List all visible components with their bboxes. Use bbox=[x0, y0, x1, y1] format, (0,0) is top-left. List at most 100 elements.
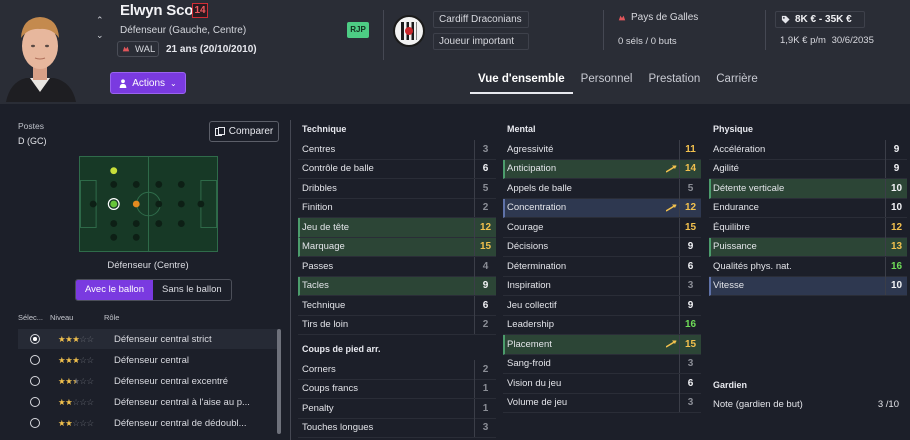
attribute-row[interactable]: Décisions 9 bbox=[503, 237, 701, 257]
wage: 1,9K € p/m bbox=[780, 35, 826, 46]
role-stars: ★★☆☆☆ bbox=[58, 417, 94, 428]
previous-player-arrow[interactable]: ⌃ bbox=[96, 15, 104, 25]
mental-title: Mental bbox=[507, 124, 536, 134]
attribute-name: Centres bbox=[302, 143, 336, 155]
attribute-row[interactable]: Vision du jeu 6 bbox=[503, 373, 701, 394]
role-radio[interactable] bbox=[30, 418, 40, 428]
attribute-row[interactable]: Centres 3 bbox=[298, 139, 496, 160]
attribute-row[interactable]: Contrôle de balle 6 bbox=[298, 159, 496, 179]
role-radio[interactable] bbox=[30, 376, 40, 386]
actions-button[interactable]: Actions ⌄ bbox=[110, 72, 186, 94]
attribute-row[interactable]: Volume de jeu 3 bbox=[503, 393, 701, 413]
role-radio[interactable] bbox=[30, 355, 40, 365]
toggle-out-of-possession[interactable]: Sans le ballon bbox=[161, 284, 222, 295]
attribute-value-box: 16 bbox=[679, 315, 701, 335]
position-dot-accomplished bbox=[110, 167, 118, 175]
attribute-row[interactable]: Détente verticale 10 bbox=[709, 178, 907, 199]
role-stars: ★★★☆☆ bbox=[58, 375, 94, 386]
role-row[interactable]: ★★☆☆☆ Défenseur central à l'aise au p... bbox=[18, 392, 278, 412]
attribute-value-box: 6 bbox=[474, 159, 496, 179]
header-level: Niveau bbox=[50, 313, 74, 322]
attribute-row[interactable]: Anticipation 14 bbox=[503, 159, 701, 179]
attribute-value-box: 2 bbox=[474, 315, 496, 335]
role-row[interactable]: ★★★☆☆ Défenseur central bbox=[18, 350, 278, 370]
attribute-row[interactable]: Courage 15 bbox=[503, 217, 701, 238]
attribute-name: Agressivité bbox=[507, 143, 554, 155]
tab-personal[interactable]: Personnel bbox=[580, 73, 633, 85]
attribute-row[interactable]: Corners 2 bbox=[298, 359, 496, 380]
tab-career[interactable]: Carrière bbox=[716, 73, 758, 85]
attribute-row[interactable]: Équilibre 12 bbox=[709, 217, 907, 238]
role-row[interactable]: ★★★☆☆ Défenseur central strict bbox=[18, 329, 278, 349]
club-logo-icon[interactable] bbox=[393, 15, 425, 47]
nation-link[interactable]: Pays de Galles bbox=[618, 12, 698, 23]
attribute-value-box: 1 bbox=[474, 398, 496, 418]
role-radio[interactable] bbox=[30, 334, 40, 344]
attribute-row[interactable]: Qualités phys. nat. 16 bbox=[709, 256, 907, 277]
attribute-row[interactable]: Finition 2 bbox=[298, 198, 496, 218]
attribute-name: Vitesse bbox=[713, 280, 744, 292]
attribute-value: 3 bbox=[687, 358, 694, 370]
attribute-row[interactable]: Marquage 15 bbox=[298, 237, 496, 257]
compare-icon bbox=[214, 126, 225, 136]
toggle-in-possession[interactable]: Avec le ballon bbox=[76, 280, 153, 300]
attribute-row[interactable]: Jeu de tête 12 bbox=[298, 217, 496, 238]
header-select: Sélec... bbox=[18, 313, 44, 322]
attribute-row[interactable]: Concentration 12 bbox=[503, 198, 701, 218]
player-age: 21 ans (20/10/2010) bbox=[166, 44, 257, 55]
attribute-row[interactable]: Agilité 9 bbox=[709, 159, 907, 179]
tab-overview[interactable]: Vue d'ensemble bbox=[470, 68, 573, 94]
compare-button[interactable]: Comparer bbox=[209, 121, 279, 142]
attribute-row[interactable]: Placement 15 bbox=[503, 334, 701, 355]
attribute-row[interactable]: Accélération 9 bbox=[709, 139, 907, 160]
player-position: Défenseur (Gauche, Centre) bbox=[120, 25, 247, 36]
attribute-value-box: 3 bbox=[679, 354, 701, 374]
attribute-row[interactable]: Vitesse 10 bbox=[709, 276, 907, 296]
attribute-value-box: 5 bbox=[474, 178, 496, 198]
attribute-value: 9 bbox=[482, 280, 489, 292]
next-player-arrow[interactable]: ⌄ bbox=[96, 30, 104, 40]
attribute-value: 15 bbox=[479, 241, 492, 253]
attribute-row[interactable]: Leadership 16 bbox=[503, 315, 701, 335]
attribute-row[interactable]: Sang-froid 3 bbox=[503, 354, 701, 374]
role-row[interactable]: ★★★☆☆ Défenseur central excentré bbox=[18, 371, 278, 391]
attribute-row[interactable]: Touches longues 3 bbox=[298, 418, 496, 438]
attribute-row[interactable]: Appels de balle 5 bbox=[503, 178, 701, 199]
price-tag-icon bbox=[781, 15, 790, 24]
positions-value: D (GC) bbox=[18, 136, 47, 146]
role-list-scrollbar[interactable] bbox=[277, 329, 281, 434]
attribute-value-box: 9 bbox=[679, 237, 701, 257]
attribute-value-box: 11 bbox=[679, 139, 701, 159]
attribute-value-box: 15 bbox=[679, 334, 701, 354]
role-radio[interactable] bbox=[30, 397, 40, 407]
attribute-value-box: 12 bbox=[679, 198, 701, 218]
role-stars: ★★★☆☆ bbox=[58, 333, 94, 344]
position-dot-selected bbox=[107, 198, 120, 210]
attribute-row[interactable]: Jeu collectif 9 bbox=[503, 295, 701, 316]
attribute-row[interactable]: Inspiration 3 bbox=[503, 276, 701, 296]
attribute-row[interactable]: Coups francs 1 bbox=[298, 379, 496, 399]
attribute-row[interactable]: Tirs de loin 2 bbox=[298, 315, 496, 335]
attribute-name: Agilité bbox=[713, 163, 739, 175]
attribute-row[interactable]: Endurance 10 bbox=[709, 198, 907, 218]
attribute-value-box: 3 bbox=[474, 139, 496, 159]
role-row[interactable]: ★★☆☆☆ Défenseur central de dédoubl... bbox=[18, 413, 278, 433]
attribute-row[interactable]: Agressivité 11 bbox=[503, 139, 701, 160]
attribute-value: 10 bbox=[890, 202, 903, 214]
attribute-value-box: 13 bbox=[885, 237, 907, 257]
attribute-value: 1 bbox=[482, 402, 489, 414]
club-name-link[interactable]: Cardiff Draconians bbox=[433, 11, 529, 28]
attribute-row[interactable]: Détermination 6 bbox=[503, 256, 701, 277]
attribute-row[interactable]: Dribbles 5 bbox=[298, 178, 496, 199]
attribute-value: 9 bbox=[687, 241, 694, 253]
attribute-row[interactable]: Technique 6 bbox=[298, 295, 496, 316]
nation-name: Pays de Galles bbox=[631, 12, 699, 23]
attribute-value-box: 15 bbox=[474, 237, 496, 257]
attribute-row[interactable]: Puissance 13 bbox=[709, 237, 907, 257]
attribute-name: Finition bbox=[302, 202, 333, 214]
attribute-row[interactable]: Tacles 9 bbox=[298, 276, 496, 296]
attribute-row[interactable]: Passes 4 bbox=[298, 256, 496, 277]
technique-column: Technique Centres 3 Contrôle de balle 6 Drib… bbox=[298, 118, 496, 438]
attribute-row[interactable]: Penalty 1 bbox=[298, 398, 496, 419]
tab-performance[interactable]: Prestation bbox=[648, 73, 701, 85]
